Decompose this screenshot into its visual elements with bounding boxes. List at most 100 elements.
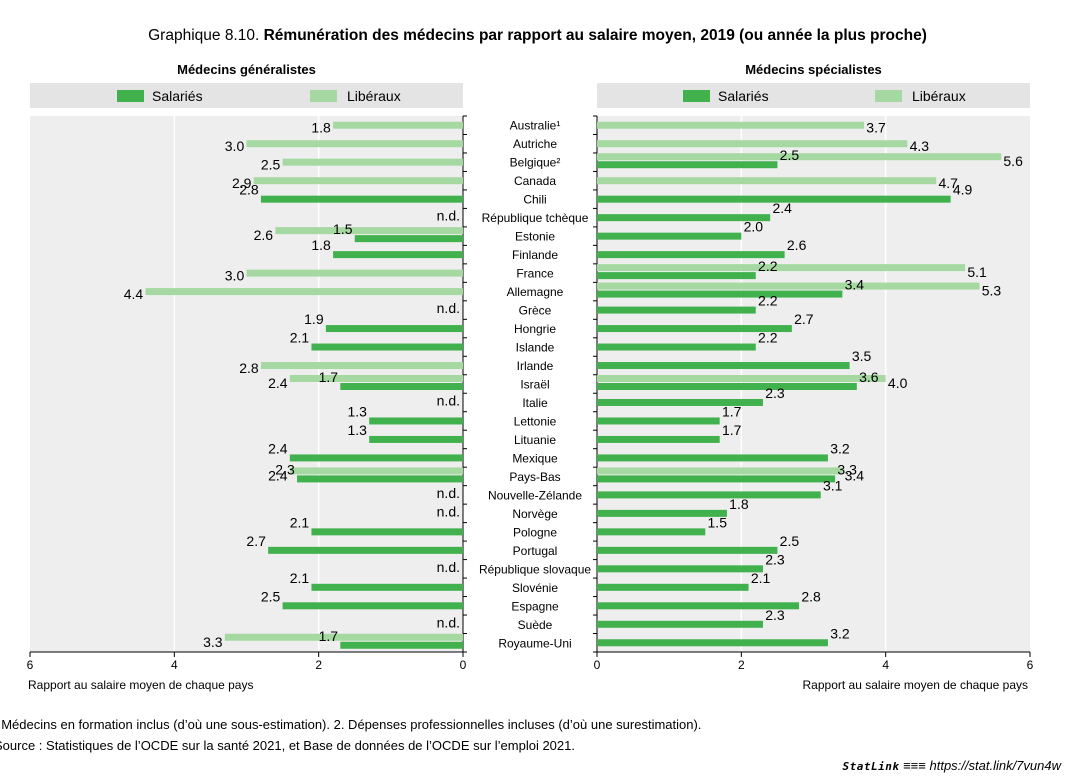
left-bar-salaried-portugal [268, 546, 463, 554]
category-label-canada: Canada [514, 174, 556, 188]
left-label-salaried-slovenie: 2.1 [290, 570, 310, 586]
right-bar-liberal-israel [597, 375, 886, 382]
left-label-salaried-finlande: 1.8 [311, 237, 331, 253]
right-bar-salaried-france [597, 272, 756, 280]
category-label-republique-slovaque: République slovaque [479, 562, 591, 576]
right-label-salaried-pologne: 1.5 [708, 514, 728, 530]
right-legend-swatch-liberal [875, 90, 902, 102]
right-label-salaried-republique-tcheque: 2.4 [772, 200, 792, 216]
left-legend-bg [30, 83, 463, 108]
statlink[interactable]: StatLink ≡≡≡ https://stat.link/7vun4w [842, 758, 1061, 773]
category-label-france: France [516, 267, 554, 281]
right-legend-label-liberal: Libéraux [912, 88, 966, 104]
right-bar-salaried-portugal [597, 546, 778, 554]
right-label-liberal-canada: 4.7 [938, 175, 958, 191]
left-bar-salaried-lettonie [369, 417, 463, 425]
right-bar-salaried-norvege [597, 509, 727, 517]
right-bar-salaried-republique-slovaque [597, 565, 763, 573]
right-bar-salaried-italie [597, 398, 763, 406]
right-label-liberal-allemagne: 5.3 [982, 283, 1002, 299]
left-label-salaried-israel: 1.7 [319, 369, 339, 385]
left-bar-salaried-mexique [289, 454, 463, 462]
left-x-tick-label: 4 [171, 658, 178, 672]
right-bar-salaried-irlande [597, 362, 850, 370]
right-label-liberal-israel: 4.0 [888, 375, 908, 391]
left-bar-salaried-lituanie [369, 435, 463, 443]
category-label-italie: Italie [522, 396, 548, 410]
left-legend-label-salaried: Salariés [152, 88, 203, 104]
left-legend-swatch-liberal [310, 90, 337, 102]
left-label-salaried-pays-bas: 2.3 [275, 461, 295, 477]
statlink-brand: StatLink [842, 760, 900, 773]
left-label-liberal-estonie: 2.6 [254, 227, 274, 243]
right-label-salaried-republique-slovaque: 2.3 [765, 551, 785, 567]
left-bar-salaried-hongrie [325, 325, 463, 333]
right-bar-salaried-lituanie [597, 435, 720, 443]
right-label-salaried-portugal: 2.5 [780, 533, 800, 549]
left-legend-swatch-salaried [117, 90, 144, 102]
right-label-salaried-lituanie: 1.7 [722, 422, 742, 438]
category-label-norvege: Norvège [512, 507, 558, 521]
right-bar-salaried-espagne [597, 602, 800, 610]
statlink-url[interactable]: https://stat.link/7vun4w [929, 758, 1061, 773]
category-label-australie: Australie¹ [510, 119, 561, 133]
right-bar-salaried-allemagne [597, 290, 843, 298]
category-label-lettonie: Lettonie [514, 414, 557, 428]
right-label-liberal-australie: 3.7 [866, 120, 886, 136]
right-bar-salaried-chili [597, 195, 951, 203]
left-label-salaried-portugal: 2.7 [246, 533, 266, 549]
left-bar-liberal-autriche [246, 140, 463, 148]
right-label-salaried-france: 2.2 [758, 258, 778, 274]
right-x-axis-label: Rapport au salaire moyen de chaque pays [803, 678, 1028, 692]
right-bar-salaried-republique-tcheque [597, 214, 771, 222]
right-label-salaried-royaume-uni: 3.2 [830, 625, 850, 641]
left-label-nd-republique-tcheque: n.d. [437, 208, 460, 224]
right-bar-salaried-pologne [597, 528, 706, 536]
left-label-liberal-france: 3.0 [225, 268, 245, 284]
left-label-liberal-royaume-uni: 3.3 [203, 634, 223, 650]
category-label-belgique: Belgique² [510, 156, 561, 170]
right-legend-bg [597, 83, 1030, 108]
left-label-liberal-autriche: 3.0 [225, 138, 245, 154]
left-label-liberal-irlande: 2.8 [239, 360, 259, 376]
left-bar-liberal-irlande [260, 362, 463, 370]
left-x-tick-label: 2 [315, 658, 322, 672]
left-bar-liberal-france [246, 269, 463, 277]
left-label-liberal-belgique: 2.5 [261, 157, 281, 173]
left-label-nd-italie: n.d. [437, 392, 460, 408]
left-panel-title: Médecins généralistes [177, 62, 316, 77]
right-label-salaried-pays-bas: 3.3 [837, 461, 857, 477]
right-bar-salaried-suede [597, 620, 763, 628]
category-label-nouvelle-zelande: Nouvelle-Zélande [488, 488, 582, 502]
left-bar-liberal-estonie [275, 227, 463, 235]
category-label-grece: Grèce [519, 304, 552, 318]
category-label-lituanie: Lituanie [514, 433, 556, 447]
left-x-tick-label: 0 [460, 658, 467, 672]
left-label-liberal-canada: 2.9 [232, 175, 252, 191]
left-label-nd-suede: n.d. [437, 614, 460, 630]
left-bar-salaried-slovenie [311, 583, 463, 591]
right-label-salaried-italie: 2.3 [765, 385, 785, 401]
right-label-salaried-irlande: 3.5 [852, 348, 872, 364]
right-x-tick-label: 4 [882, 658, 889, 672]
left-label-salaried-pologne: 2.1 [290, 514, 310, 530]
category-label-estonie: Estonie [515, 230, 555, 244]
category-label-irlande: Irlande [517, 359, 554, 373]
right-x-tick-label: 2 [738, 658, 745, 672]
right-bar-salaried-grece [597, 306, 756, 314]
category-label-portugal: Portugal [513, 544, 558, 558]
right-label-liberal-france: 5.1 [967, 264, 987, 280]
left-bar-salaried-pays-bas [297, 475, 463, 483]
right-bar-salaried-slovenie [597, 583, 749, 591]
category-label-pologne: Pologne [513, 525, 557, 539]
right-label-salaried-belgique: 2.5 [780, 147, 800, 163]
left-label-nd-nouvelle-zelande: n.d. [437, 485, 460, 501]
category-label-royaume-uni: Royaume-Uni [498, 636, 571, 650]
right-bar-salaried-nouvelle-zelande [597, 491, 821, 499]
left-bar-salaried-estonie [354, 235, 463, 243]
right-legend-swatch-salaried [683, 90, 710, 102]
right-label-salaried-slovenie: 2.1 [751, 570, 771, 586]
left-bar-salaried-chili [260, 195, 463, 203]
figure-title-text: Rémunération des médecins par rapport au… [263, 27, 927, 44]
right-bar-salaried-islande [597, 343, 756, 351]
